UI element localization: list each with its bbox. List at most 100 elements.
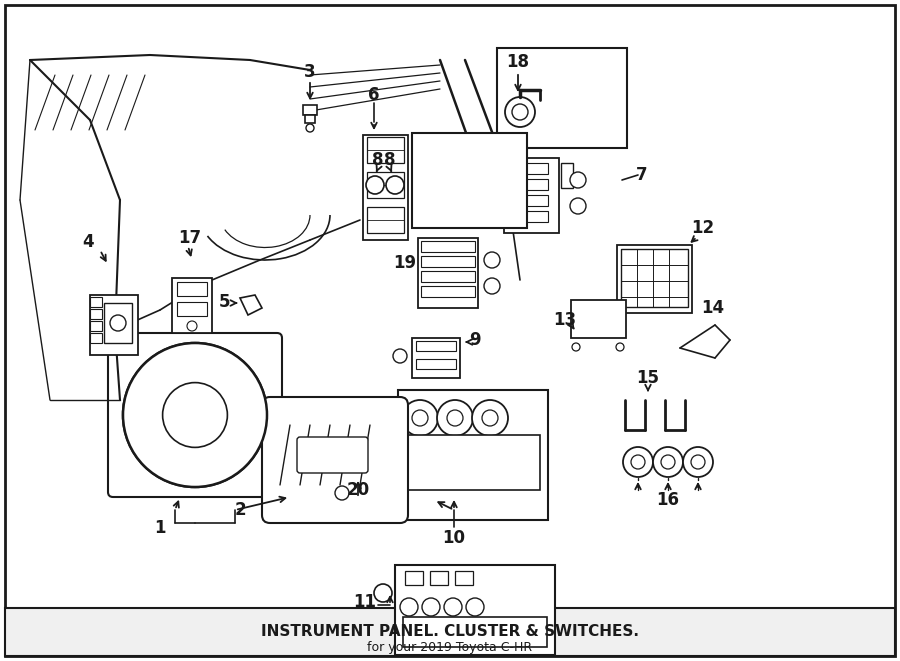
Circle shape	[482, 410, 498, 426]
Text: 6: 6	[368, 86, 380, 104]
Bar	[430, 571, 448, 585]
Circle shape	[306, 124, 314, 132]
Bar	[177, 282, 207, 296]
Bar	[421, 286, 475, 297]
Circle shape	[572, 343, 580, 351]
Bar	[90, 297, 102, 307]
Circle shape	[437, 400, 473, 436]
Bar	[504, 158, 559, 233]
Circle shape	[505, 97, 535, 127]
Circle shape	[378, 432, 394, 448]
Circle shape	[653, 447, 683, 477]
Text: 7: 7	[636, 166, 648, 184]
Circle shape	[447, 410, 463, 426]
Circle shape	[393, 349, 407, 363]
Text: 8: 8	[373, 151, 383, 169]
Text: INSTRUMENT PANEL. CLUSTER & SWITCHES.: INSTRUMENT PANEL. CLUSTER & SWITCHES.	[261, 625, 639, 639]
Circle shape	[466, 598, 484, 616]
Circle shape	[512, 104, 528, 120]
Bar	[412, 338, 460, 378]
Bar	[367, 172, 404, 198]
FancyBboxPatch shape	[262, 397, 408, 523]
Circle shape	[422, 598, 440, 616]
Circle shape	[163, 383, 228, 447]
Circle shape	[570, 198, 586, 214]
Text: 14: 14	[701, 299, 724, 317]
Text: 10: 10	[443, 529, 465, 547]
FancyBboxPatch shape	[297, 437, 368, 473]
Text: 11: 11	[354, 593, 376, 611]
Text: 15: 15	[636, 369, 660, 387]
Bar	[508, 179, 548, 190]
Bar	[508, 195, 548, 206]
Circle shape	[123, 343, 267, 487]
Bar	[104, 303, 132, 343]
Bar	[111, 338, 279, 492]
Circle shape	[402, 400, 438, 436]
Circle shape	[484, 252, 500, 268]
Circle shape	[159, 379, 231, 451]
Circle shape	[335, 486, 349, 500]
Bar	[421, 271, 475, 282]
Bar	[398, 390, 548, 520]
Text: 2: 2	[234, 501, 246, 519]
Bar	[403, 617, 547, 647]
Text: 17: 17	[178, 229, 202, 247]
Text: 1: 1	[154, 519, 166, 537]
FancyBboxPatch shape	[108, 333, 282, 497]
Bar	[412, 133, 527, 228]
Bar	[418, 238, 478, 308]
Text: 19: 19	[393, 254, 417, 272]
Bar	[416, 359, 456, 369]
Bar	[367, 137, 404, 163]
Circle shape	[374, 584, 392, 602]
Circle shape	[616, 343, 624, 351]
Bar	[571, 300, 626, 338]
Text: 5: 5	[218, 293, 230, 311]
Bar	[421, 241, 475, 252]
Circle shape	[123, 343, 267, 487]
Text: 18: 18	[507, 53, 529, 71]
Bar	[90, 295, 138, 355]
Bar	[508, 163, 548, 174]
Bar	[395, 565, 555, 655]
Bar	[561, 163, 573, 188]
Circle shape	[472, 400, 508, 436]
Circle shape	[484, 278, 500, 294]
Bar	[339, 468, 383, 504]
Bar	[455, 571, 473, 585]
Bar	[497, 48, 627, 148]
Bar	[617, 245, 692, 313]
Circle shape	[110, 315, 126, 331]
Circle shape	[661, 455, 675, 469]
Text: 4: 4	[82, 233, 94, 251]
Circle shape	[623, 447, 653, 477]
Polygon shape	[240, 295, 262, 315]
Circle shape	[400, 598, 418, 616]
Circle shape	[691, 455, 705, 469]
Bar	[172, 278, 212, 333]
Bar	[90, 333, 102, 343]
Text: 20: 20	[346, 481, 370, 499]
Bar	[406, 435, 540, 490]
Bar	[367, 207, 404, 233]
Text: 13: 13	[554, 311, 577, 329]
Bar	[621, 249, 688, 307]
Bar	[305, 115, 315, 123]
Circle shape	[570, 172, 586, 188]
Circle shape	[444, 598, 462, 616]
Text: 12: 12	[691, 219, 715, 237]
Text: 3: 3	[304, 63, 316, 81]
Bar	[405, 571, 423, 585]
Bar	[5, 608, 895, 656]
Bar	[90, 309, 102, 319]
Circle shape	[683, 447, 713, 477]
Circle shape	[412, 410, 428, 426]
Bar	[416, 341, 456, 351]
Text: 16: 16	[656, 491, 680, 509]
Circle shape	[631, 455, 645, 469]
Bar	[90, 321, 102, 331]
Bar	[303, 105, 317, 115]
Text: 9: 9	[469, 331, 481, 349]
Bar	[363, 135, 408, 240]
